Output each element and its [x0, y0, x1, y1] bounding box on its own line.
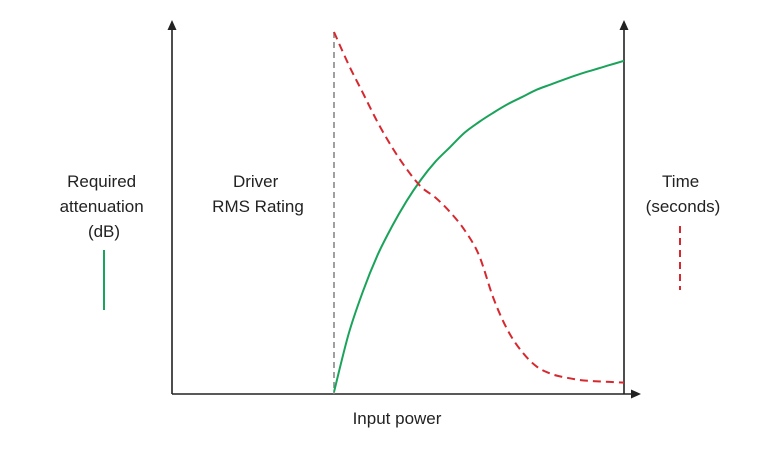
left-axis-label-line-2: attenuation — [60, 197, 144, 216]
left-y-axis-arrow — [167, 20, 177, 30]
series-line-time — [333, 31, 625, 384]
rms-rating-annotation-line-2: RMS Rating — [212, 197, 304, 216]
left-axis-label-line-1: Required — [67, 172, 136, 191]
x-axis-label: Input power — [353, 409, 442, 428]
series-line-required-attenuation — [333, 59, 625, 393]
x-axis-arrow — [631, 389, 641, 399]
right-axis-label-line-2: (seconds) — [646, 197, 721, 216]
right-axis-label: Time (seconds) — [646, 172, 721, 216]
rms-rating-annotation-line-1: Driver — [233, 172, 279, 191]
axes — [167, 20, 641, 399]
rms-rating-annotation: Driver RMS Rating — [212, 172, 304, 216]
left-axis-label-line-3: (dB) — [88, 222, 120, 241]
right-axis-label-line-1: Time — [662, 172, 699, 191]
left-axis-label: Required attenuation (dB) — [60, 172, 149, 241]
right-y-axis-arrow — [619, 20, 629, 30]
